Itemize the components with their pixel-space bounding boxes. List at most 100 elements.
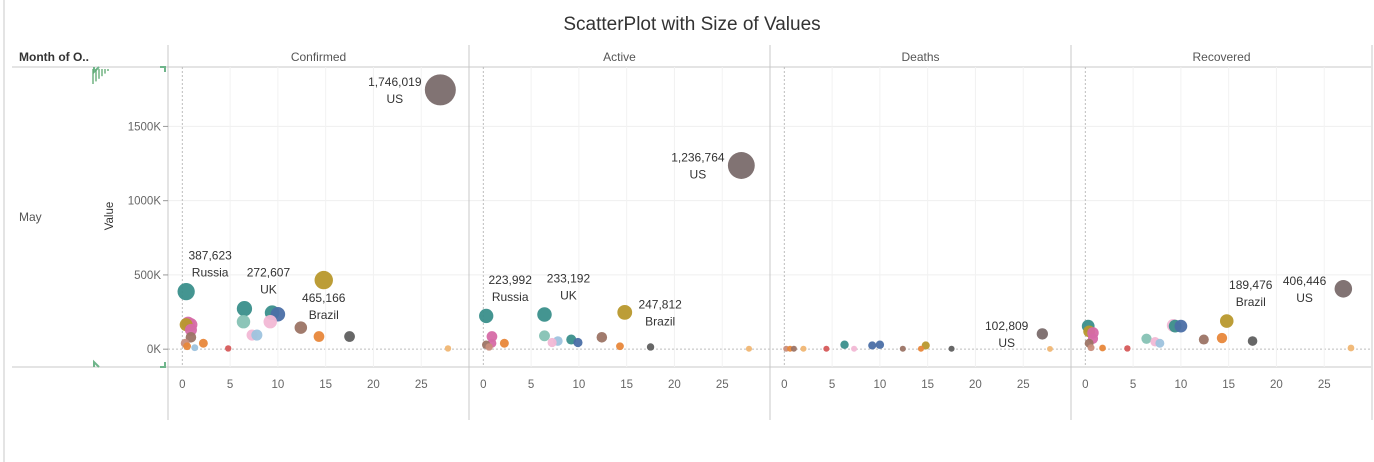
x-tick-label: 15 [1222,379,1235,391]
data-point[interactable] [444,345,452,352]
data-point[interactable] [1174,319,1188,333]
data-point[interactable] [1347,344,1355,352]
data-point[interactable] [236,301,253,317]
data-point[interactable] [1155,338,1165,348]
panel-header-active[interactable]: Active [603,50,636,64]
data-point[interactable] [1141,333,1152,344]
annotation-country: Russia [192,266,229,280]
data-point[interactable] [1219,314,1234,328]
data-point[interactable] [537,307,552,322]
data-point[interactable] [198,338,208,348]
data-point[interactable] [177,282,195,301]
x-tick-label: 20 [367,379,380,391]
data-point[interactable] [840,340,849,349]
y-tick-label: 1000K [128,196,162,208]
chart-frame [3,0,1373,462]
x-tick-label: 25 [716,379,729,391]
panel-header-deaths[interactable]: Deaths [901,50,939,64]
panels: Confirmed 0 5 10 15 20 25 1,746,019 US 387,623 Rus… [177,50,1355,391]
x-tick-label: 10 [873,379,886,391]
data-point[interactable] [191,344,199,352]
x-tick-label: 20 [1270,379,1283,391]
data-point[interactable] [294,321,308,334]
y-tick-label: 0K [147,344,161,356]
data-point[interactable] [899,345,906,352]
annotation-country: Brazil [645,314,675,328]
data-point[interactable] [1099,344,1106,352]
data-point[interactable] [745,345,753,352]
data-point[interactable] [485,343,493,351]
data-point[interactable] [646,343,655,351]
data-point[interactable] [1036,328,1048,340]
data-point[interactable] [314,270,333,290]
data-point[interactable] [790,345,797,352]
y-axis-title: Value [104,202,116,231]
data-point[interactable] [800,345,807,352]
annotation-country: UK [560,289,577,303]
data-point[interactable] [1124,345,1131,352]
data-point[interactable] [1198,334,1209,345]
data-point[interactable] [868,341,877,350]
data-point[interactable] [313,331,325,342]
data-point[interactable] [1334,280,1353,298]
panel-header-recovered[interactable]: Recovered [1192,50,1250,64]
x-tick-label: 25 [1017,379,1030,391]
x-tick-label: 10 [572,379,585,391]
data-point[interactable] [851,345,858,352]
data-point[interactable] [479,308,494,324]
data-point[interactable] [424,74,456,106]
annotation-country: Brazil [309,308,339,322]
x-tick-label: 0 [1082,379,1088,391]
data-point[interactable] [251,329,263,341]
annotation-value: 1,236,764 [671,151,725,165]
annotation-country: Brazil [1236,295,1266,309]
data-point[interactable] [1247,336,1258,346]
row-header[interactable]: Month of O.. [19,50,89,64]
annotation-value: 406,446 [1283,274,1327,288]
data-point[interactable] [573,337,583,348]
data-point[interactable] [547,337,557,348]
y-tick-label: 1500K [128,121,162,133]
x-tick-label: 5 [227,379,233,391]
row-value-may: May [19,210,42,224]
data-point[interactable] [823,345,830,352]
annotation-value: 387,623 [188,249,232,263]
data-point[interactable] [225,345,232,352]
data-point[interactable] [539,330,550,342]
data-point[interactable] [1087,344,1095,352]
panel-confirmed: Confirmed 0 5 10 15 20 25 1,746,019 US 387,623 Rus… [177,50,456,391]
sort-icon[interactable] [92,69,109,84]
panel-recovered: Recovered 0 5 10 15 20 25 406,446 US 189,476 Brazi… [1081,50,1355,391]
data-point[interactable] [184,323,197,336]
x-tick-label: 20 [969,379,982,391]
data-point[interactable] [875,340,885,349]
x-tick-label: 5 [528,379,534,391]
data-point[interactable] [344,331,355,342]
data-point[interactable] [263,314,277,329]
data-point[interactable] [1216,332,1228,344]
annotation-value: 102,809 [985,319,1029,333]
data-point[interactable] [727,152,755,179]
data-point[interactable] [917,345,925,352]
panel-active: Active 0 5 10 15 20 25 1,236,764 US 223,992 Russia… [479,50,755,391]
data-point[interactable] [948,345,955,352]
data-point[interactable] [1047,345,1053,352]
data-point[interactable] [185,332,197,343]
data-point[interactable] [499,338,509,348]
x-tick-label: 25 [1318,379,1331,391]
annotation-country: US [1296,291,1313,305]
x-tick-label: 20 [668,379,681,391]
annotation-country: US [690,168,707,182]
annotation-value: 465,166 [302,291,346,305]
x-tick-label: 15 [319,379,332,391]
data-point[interactable] [236,314,251,329]
x-tick-label: 15 [921,379,934,391]
data-point[interactable] [183,342,192,351]
data-point[interactable] [486,331,498,342]
data-point[interactable] [616,342,624,351]
annotation-value: 272,607 [247,266,291,280]
data-point[interactable] [596,332,608,343]
panel-header-confirmed[interactable]: Confirmed [291,50,346,64]
annotation-value: 233,192 [547,272,591,286]
data-point[interactable] [617,304,633,320]
